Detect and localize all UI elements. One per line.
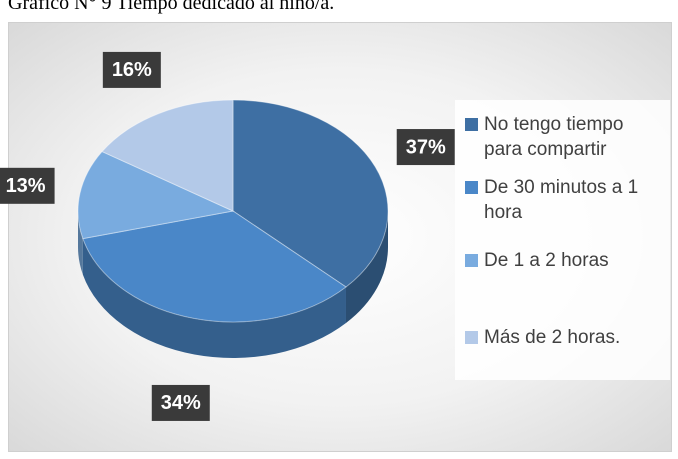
slice bbox=[77, 150, 235, 240]
legend-item: No tengo tiempo para compartir bbox=[465, 112, 662, 162]
legend-item: Más de 2 horas. bbox=[465, 325, 662, 350]
legend-label: No tengo tiempo para compartir bbox=[484, 114, 624, 160]
data-label: 13% bbox=[6, 175, 46, 197]
slice-side bbox=[345, 211, 388, 323]
slice-side bbox=[82, 238, 346, 359]
slice bbox=[101, 99, 234, 212]
legend-label: De 1 a 2 horas bbox=[484, 250, 609, 271]
legend-item: De 1 a 2 horas bbox=[465, 248, 662, 273]
legend-swatch bbox=[465, 254, 478, 267]
data-label: 34% bbox=[161, 392, 201, 414]
slice bbox=[82, 210, 347, 323]
data-label-box bbox=[396, 129, 455, 166]
data-label: 16% bbox=[112, 59, 152, 81]
legend-swatch bbox=[465, 118, 478, 131]
data-label-box bbox=[102, 51, 161, 88]
legend: No tengo tiempo para compartir De 30 minu… bbox=[455, 100, 670, 380]
data-label-box bbox=[151, 384, 210, 421]
legend-item: De 30 minutos a 1 hora bbox=[465, 175, 662, 225]
slice bbox=[232, 99, 389, 288]
legend-swatch bbox=[465, 331, 478, 344]
data-label-box bbox=[0, 167, 55, 204]
legend-label: Más de 2 horas. bbox=[484, 327, 621, 348]
legend-label: De 30 minutos a 1 hora bbox=[484, 177, 639, 223]
chart-title: Gráfico N° 9 Tiempo dedicado al niño/a. bbox=[8, 0, 335, 14]
legend-swatch bbox=[465, 181, 478, 194]
slice-side bbox=[78, 211, 83, 275]
data-label: 37% bbox=[406, 136, 446, 158]
